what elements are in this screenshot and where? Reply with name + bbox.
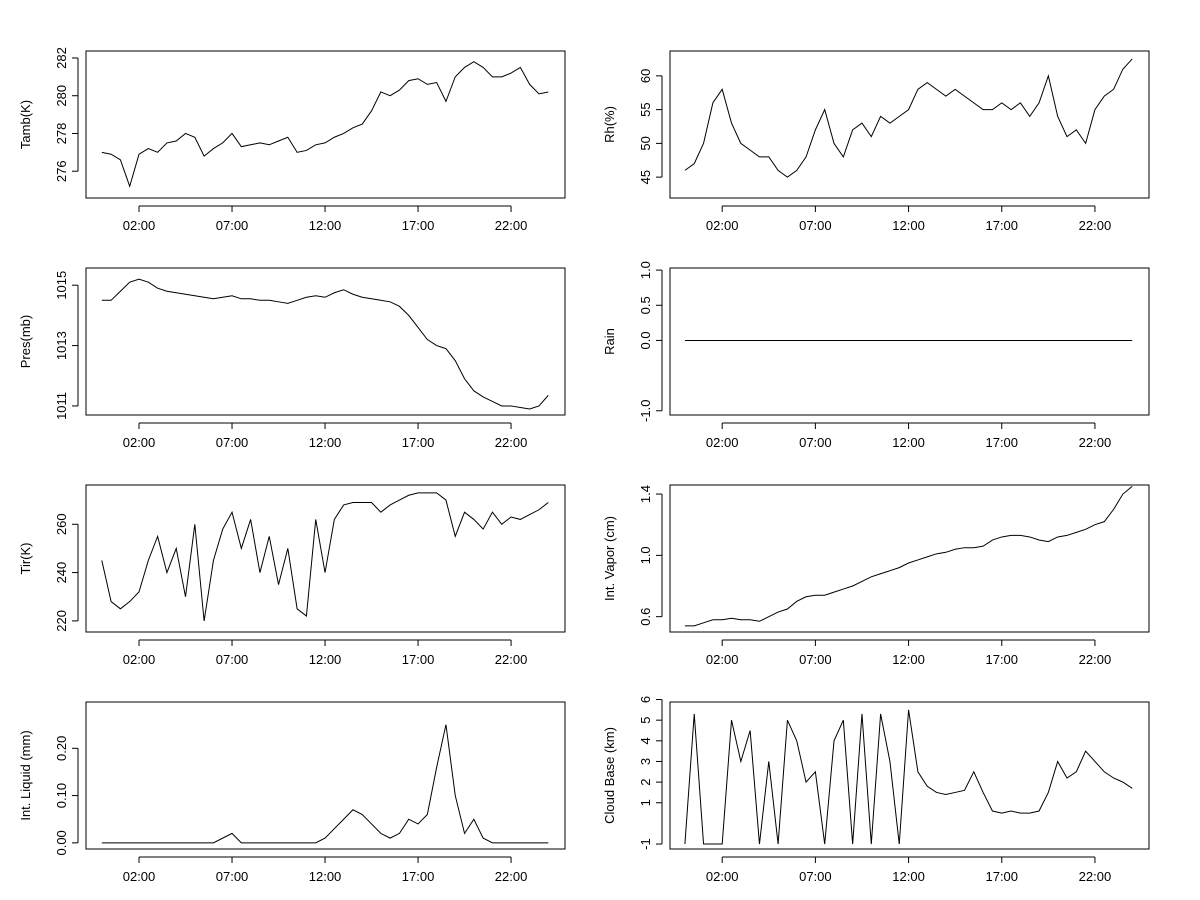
y-tick-label: 278	[54, 123, 69, 145]
y-tick-label: 276	[54, 160, 69, 182]
plot-frame	[85, 267, 566, 416]
y-axis-title: Rh(%)	[602, 106, 617, 143]
y-axis-title: Rain	[602, 328, 617, 355]
x-tick-label: 22:00	[1079, 652, 1112, 667]
y-tick-label: 3	[638, 758, 653, 765]
plot-frame	[85, 701, 566, 850]
x-tick-label: 22:00	[495, 869, 528, 884]
x-tick-label: 12:00	[892, 435, 925, 450]
y-tick-label: 1015	[54, 271, 69, 300]
y-tick-label: 5	[638, 717, 653, 724]
x-tick-label: 07:00	[799, 218, 832, 233]
y-tick-label: 1	[638, 799, 653, 806]
y-tick-label: 6	[638, 696, 653, 703]
x-tick-label: 12:00	[892, 869, 925, 884]
y-tick-label: 1011	[54, 392, 69, 420]
x-tick-label: 07:00	[216, 869, 249, 884]
x-tick-label: 17:00	[985, 652, 1018, 667]
x-tick-label: 07:00	[216, 435, 249, 450]
x-tick-label: 07:00	[216, 218, 249, 233]
plot-frame	[669, 267, 1150, 416]
x-tick-label: 02:00	[706, 652, 739, 667]
y-tick-label: 4	[638, 737, 653, 744]
x-tick-label: 22:00	[495, 218, 528, 233]
data-line	[101, 492, 549, 621]
x-tick-label: 02:00	[123, 218, 156, 233]
x-tick-label: 12:00	[892, 218, 925, 233]
y-axis-title: Int. Vapor (cm)	[602, 516, 617, 601]
y-tick-label: 260	[54, 513, 69, 535]
plot-frame	[669, 50, 1150, 199]
y-tick-label: 60	[638, 69, 653, 83]
y-tick-label: -1	[638, 838, 653, 850]
plot-frame	[85, 50, 566, 199]
x-tick-label: 17:00	[402, 652, 435, 667]
x-tick-label: 02:00	[123, 652, 156, 667]
x-tick-label: 02:00	[706, 869, 739, 884]
y-tick-label: 1.0	[638, 261, 653, 279]
y-tick-label: 0.20	[54, 736, 69, 761]
x-tick-label: 17:00	[402, 869, 435, 884]
x-tick-label: 07:00	[799, 869, 832, 884]
x-tick-label: 22:00	[495, 435, 528, 450]
x-tick-label: 22:00	[1079, 869, 1112, 884]
x-tick-label: 12:00	[892, 652, 925, 667]
data-line	[684, 58, 1133, 178]
data-line	[101, 61, 549, 188]
x-tick-label: 07:00	[799, 435, 832, 450]
y-tick-label: 0.00	[54, 830, 69, 855]
y-tick-label: 1.4	[638, 485, 653, 503]
x-tick-label: 07:00	[799, 652, 832, 667]
y-axis-title: Int. Liquid (mm)	[18, 730, 33, 820]
y-tick-label: 55	[638, 102, 653, 116]
y-tick-label: 280	[54, 85, 69, 107]
data-line	[684, 485, 1133, 627]
x-tick-label: 12:00	[309, 435, 342, 450]
x-tick-label: 02:00	[706, 435, 739, 450]
y-axis-title: Pres(mb)	[18, 315, 33, 368]
x-tick-label: 17:00	[402, 218, 435, 233]
y-tick-label: 0.0	[638, 331, 653, 349]
y-tick-label: 2	[638, 778, 653, 785]
data-line	[101, 724, 549, 844]
x-tick-label: 02:00	[123, 435, 156, 450]
y-tick-label: 0.10	[54, 783, 69, 808]
x-tick-label: 02:00	[123, 869, 156, 884]
y-axis-title: Cloud Base (km)	[602, 727, 617, 824]
x-tick-label: 07:00	[216, 652, 249, 667]
x-tick-label: 12:00	[309, 652, 342, 667]
x-tick-label: 02:00	[706, 218, 739, 233]
y-tick-label: 45	[638, 170, 653, 184]
data-line	[101, 278, 549, 410]
y-tick-label: 282	[54, 47, 69, 69]
y-tick-label: 0.6	[638, 608, 653, 626]
x-tick-label: 22:00	[1079, 435, 1112, 450]
y-tick-label: 220	[54, 610, 69, 632]
plot-frame	[669, 484, 1150, 633]
data-line	[684, 709, 1133, 845]
plot-frame	[85, 484, 566, 633]
x-tick-label: 22:00	[1079, 218, 1112, 233]
plot-frame	[669, 701, 1150, 850]
y-axis-title: Tamb(K)	[18, 100, 33, 149]
x-tick-label: 12:00	[309, 869, 342, 884]
x-tick-label: 17:00	[985, 869, 1018, 884]
y-tick-label: 50	[638, 136, 653, 150]
y-tick-label: 0.5	[638, 296, 653, 314]
y-tick-label: 1013	[54, 331, 69, 360]
x-tick-label: 17:00	[402, 435, 435, 450]
x-tick-label: 17:00	[985, 435, 1018, 450]
x-tick-label: 22:00	[495, 652, 528, 667]
y-tick-label: 1.0	[638, 546, 653, 564]
y-tick-label: 240	[54, 562, 69, 584]
y-axis-title: Tir(K)	[18, 542, 33, 574]
x-tick-label: 17:00	[985, 218, 1018, 233]
x-tick-label: 12:00	[309, 218, 342, 233]
y-tick-label: -1.0	[638, 400, 653, 422]
